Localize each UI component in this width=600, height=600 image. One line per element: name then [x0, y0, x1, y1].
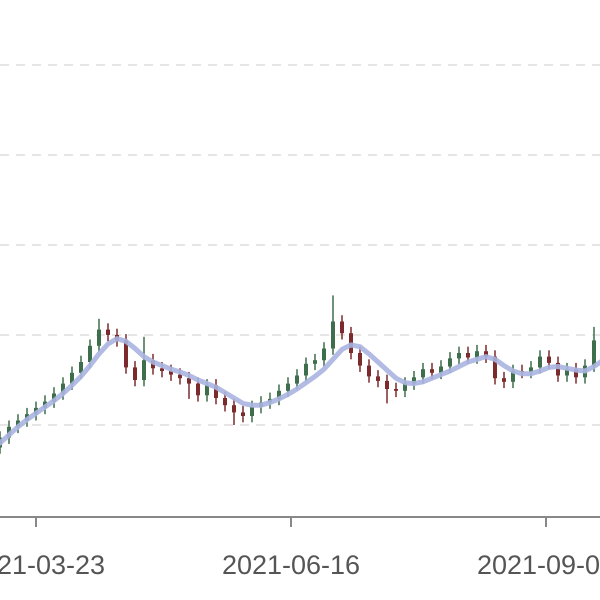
candle-body [376, 376, 380, 381]
candle-body [457, 353, 461, 359]
candle-body [574, 369, 578, 378]
candle-body [241, 412, 245, 416]
candle-body [88, 345, 92, 362]
candle-body [250, 407, 254, 416]
candle-body [484, 351, 488, 357]
candle-body [538, 356, 542, 368]
candle-body [169, 371, 173, 375]
candle-body [367, 365, 371, 377]
candle-body [358, 353, 362, 366]
candle-body [196, 383, 200, 396]
candle-body [295, 375, 299, 384]
candle-body [79, 362, 83, 373]
candle-body [493, 356, 497, 379]
candle-body [286, 383, 290, 391]
candle-body [403, 383, 407, 391]
candle-body [133, 367, 137, 380]
candle-body [511, 371, 515, 382]
candle-body [340, 321, 344, 334]
candle-body [106, 329, 110, 335]
candle-body [466, 353, 470, 358]
candle-body [223, 398, 227, 406]
candle-body [61, 383, 65, 394]
candle-body [421, 369, 425, 378]
moving-average-line [0, 336, 600, 447]
candle-body [277, 390, 281, 399]
x-tick-label: 2021-06-16 [222, 550, 360, 580]
x-tick-label: 2021-03-23 [0, 550, 105, 580]
candle-body [70, 372, 74, 384]
candle-body [124, 340, 128, 368]
candle-body [556, 362, 560, 376]
candles [0, 295, 596, 454]
candle-body [160, 368, 164, 371]
candle-body [313, 360, 317, 364]
candle-body [394, 389, 398, 391]
x-tick-label: 2021-09-09 [477, 550, 600, 580]
candle-body [304, 363, 308, 376]
candle-body [412, 377, 416, 384]
candle-body [547, 356, 551, 363]
candle-body [592, 340, 596, 366]
candle-body [214, 385, 218, 398]
candle-body [529, 367, 533, 372]
candle-body [331, 321, 335, 349]
candle-body [565, 369, 569, 376]
candle-body [178, 374, 182, 379]
candle-body [430, 369, 434, 373]
candle-body [187, 378, 191, 384]
candle-body [205, 385, 209, 396]
candle-body [97, 329, 101, 346]
candle-body [448, 358, 452, 367]
candle-body [439, 366, 443, 373]
candle-body [322, 348, 326, 361]
candle-body [475, 351, 479, 358]
candle-body [142, 360, 146, 380]
candle-body [502, 378, 506, 382]
candle-body [232, 405, 236, 413]
candle-body [385, 380, 389, 389]
